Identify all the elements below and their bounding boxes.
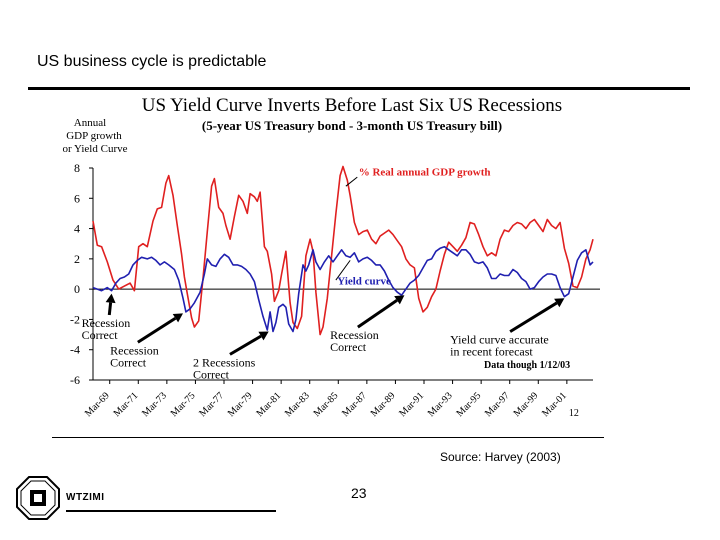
annotation-arrow-shaft	[137, 316, 177, 344]
bottom-rule	[52, 437, 604, 438]
x-tick-label: Mar-89	[369, 390, 398, 419]
y-tick-label: 0	[74, 282, 80, 296]
x-tick-label: Mar-85	[312, 390, 341, 419]
y-tick-label: 2	[74, 252, 80, 266]
annotation-line: Recession	[82, 316, 131, 330]
annotation-arrow-shaft	[229, 334, 262, 356]
x-tick-label: Mar-71	[112, 390, 141, 419]
x-tick-label: Mar-95	[454, 390, 483, 419]
source-note: Source: Harvey (2003)	[440, 450, 561, 464]
y-axis-label-line: Annual	[74, 117, 106, 129]
y-tick-label: 8	[74, 161, 80, 175]
annotation-arrow-shaft	[509, 301, 558, 333]
chart-title: US Yield Curve Inverts Before Last Six U…	[142, 95, 562, 116]
series-lines	[92, 165, 594, 336]
logo-rule	[66, 510, 276, 512]
slide-title: US business cycle is predictable	[37, 53, 267, 70]
x-tick-label: Mar-01	[540, 390, 569, 419]
annotation-line: Correct	[330, 340, 367, 354]
x-tick-label: Mar-81	[254, 390, 283, 419]
x-tick-label: Mar-69	[83, 390, 112, 419]
x-tick-label: Mar-91	[397, 390, 426, 419]
chart-subtitle: (5-year US Treasury bond - 3-month US Tr…	[202, 118, 502, 133]
series-labels: % Real annual GDP growth Yield curve	[335, 167, 491, 288]
x-tick-label: Mar-77	[197, 390, 226, 419]
page-number: 23	[351, 485, 367, 501]
x-tick-label: Mar-75	[169, 390, 198, 419]
gdp-growth-line	[92, 165, 594, 336]
annotation-line: Correct	[110, 355, 147, 369]
yield-series-label: Yield curve	[337, 276, 391, 288]
annotation-line: Correct	[82, 328, 119, 342]
gdp-label-leader	[345, 176, 358, 187]
annotation-arrow-head	[258, 331, 269, 341]
annotation-arrow-head	[554, 298, 565, 308]
annotation-line: Correct	[193, 367, 230, 381]
annotation-line: Recession	[110, 343, 159, 357]
logo-text: WTZIMI	[66, 492, 105, 503]
y-tick-label: -4	[70, 343, 80, 357]
y-tick-label: 4	[74, 222, 80, 236]
y-tick-label: 6	[74, 191, 80, 205]
y-tick-labels: 8 6 4 2 0 -2 -4 -6	[70, 161, 93, 387]
yield-label-leader	[335, 260, 351, 281]
y-axis-label-line: or Yield Curve	[63, 143, 128, 155]
annotation-arrow-head	[172, 313, 183, 323]
x-tick-label: Mar-83	[283, 390, 312, 419]
x-tick-overlap-label: 12	[569, 408, 579, 419]
x-tick-label: Mar-87	[340, 390, 369, 419]
annotation-line: Recession	[330, 328, 379, 342]
annotation-arrow-head	[394, 295, 405, 305]
x-tick-label: Mar-93	[426, 390, 455, 419]
annotation-line: in recent forecast	[450, 345, 533, 359]
y-axis-label-line: GDP growth	[66, 130, 122, 142]
yield-curve-line	[92, 245, 594, 333]
y-tick-label: -2	[70, 312, 80, 326]
annotation-arrow-shaft	[107, 302, 113, 316]
x-tick-labels: Mar-69 Mar-71 Mar-73 Mar-75 Mar-77 Mar-79 Mar-…	[83, 380, 579, 419]
x-tick-label: Mar-79	[226, 390, 255, 419]
annotation-line: Yield curve accurate	[450, 333, 549, 347]
annotation-line: 2 Recessions	[193, 355, 256, 369]
annotation-arrow-head	[105, 293, 116, 304]
y-tick-label: -6	[70, 373, 80, 387]
data-note: Data though 1/12/03	[484, 360, 570, 371]
octagon-logo-icon	[16, 476, 60, 520]
x-tick-label: Mar-73	[140, 390, 169, 419]
gdp-series-label: % Real annual GDP growth	[359, 167, 491, 179]
x-tick-label: Mar-99	[512, 390, 541, 419]
x-tick-label: Mar-97	[483, 390, 512, 419]
annotation-arrow-shaft	[357, 299, 398, 329]
top-rule	[28, 87, 690, 90]
